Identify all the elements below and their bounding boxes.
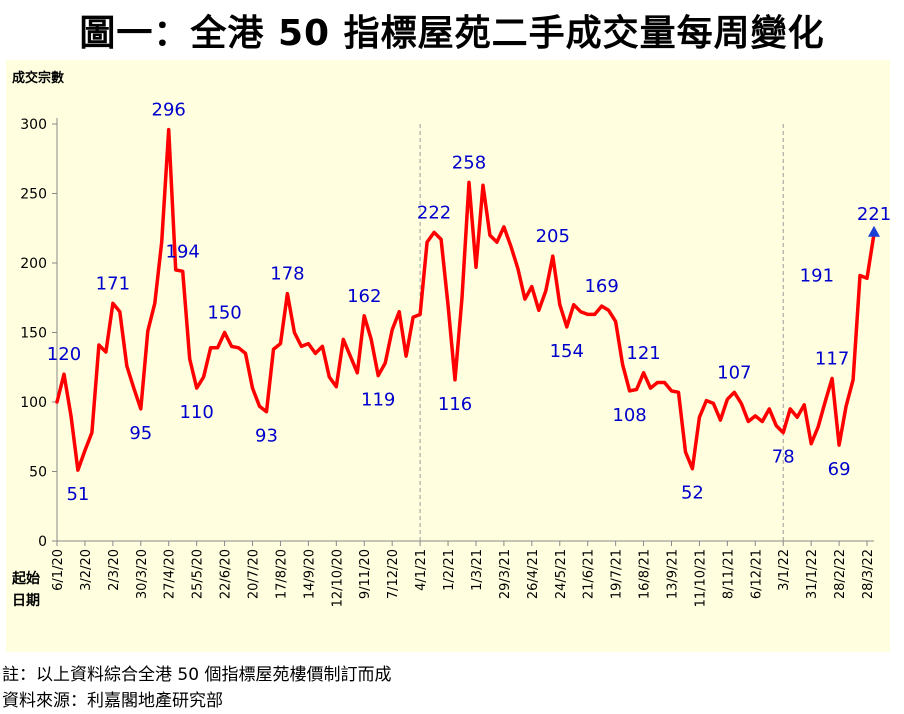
x-tick-label: 31/1/22 (805, 549, 820, 599)
y-tick-label: 300 (20, 117, 47, 133)
data-label: 205 (536, 226, 570, 247)
x-axis-title-line2: 日期 (12, 593, 40, 609)
x-tick-label: 29/3/21 (498, 549, 513, 599)
data-label: 116 (438, 394, 472, 415)
x-tick-label: 2/3/20 (107, 549, 122, 591)
x-tick-label: 30/3/20 (135, 549, 150, 599)
x-tick-label: 28/3/22 (861, 549, 876, 599)
y-tick-label: 200 (20, 256, 47, 272)
data-label: 78 (772, 447, 795, 468)
data-label: 120 (47, 344, 81, 365)
x-tick-label: 1/3/21 (470, 549, 485, 591)
x-tick-label: 24/5/21 (554, 549, 569, 599)
x-tick-label: 3/2/20 (79, 549, 94, 591)
x-tick-label: 14/9/20 (302, 549, 317, 599)
data-label: 154 (550, 341, 584, 362)
data-label: 108 (612, 405, 646, 426)
data-label: 194 (166, 241, 200, 262)
chart-panel: 成交宗數 0 50 100 150 200 250 300 6/1/20 3/2/20 2/3/20… (6, 60, 890, 652)
x-tick-label: 22/6/20 (219, 549, 234, 599)
x-tick-label: 26/4/21 (526, 549, 541, 599)
x-tick-label: 7/12/20 (386, 549, 401, 599)
x-axis-title-line1: 起始 (11, 570, 40, 587)
y-axis-title: 成交宗數 (12, 70, 64, 86)
data-label: 296 (152, 100, 186, 121)
x-tick-label: 11/10/21 (693, 549, 708, 607)
data-label: 52 (681, 483, 704, 504)
x-tick-label: 21/6/21 (582, 549, 597, 599)
y-tick-label: 0 (38, 534, 47, 550)
x-tick-label: 13/9/21 (665, 549, 680, 599)
data-label: 110 (179, 402, 213, 423)
data-label: 258 (452, 152, 486, 173)
data-label: 95 (129, 423, 152, 444)
x-tick-label: 16/8/21 (638, 549, 653, 599)
x-tick-label: 25/5/20 (191, 549, 206, 599)
y-tick-label: 100 (20, 395, 47, 411)
latest-point-marker (868, 225, 880, 237)
line-chart: 成交宗數 0 50 100 150 200 250 300 6/1/20 3/2/20 2/3/20… (11, 70, 890, 609)
x-tick-label: 27/4/20 (163, 549, 178, 599)
data-label: 178 (270, 264, 304, 285)
data-label: 150 (207, 303, 241, 324)
x-tick-label: 1/2/21 (442, 549, 457, 591)
x-tick-label: 3/1/22 (777, 549, 792, 591)
y-tick-label: 150 (20, 326, 47, 342)
footnote: 註：以上資料綜合全港 50 個指標屋苑樓價制訂而成 (2, 665, 392, 685)
data-label: 107 (717, 362, 751, 383)
x-tick-label: 6/1/20 (51, 549, 66, 591)
data-label: 169 (584, 276, 618, 297)
data-label: 117 (815, 348, 849, 369)
source-note: 資料來源：利嘉閣地產研究部 (2, 691, 223, 711)
chart-title: 圖一：全港 50 指標屋苑二手成交量每周變化 (79, 13, 825, 54)
data-label: 93 (255, 426, 278, 447)
y-tick-label: 50 (29, 465, 47, 481)
y-tick-label: 250 (20, 187, 47, 203)
data-label: 119 (361, 390, 395, 411)
series-line (55, 127, 876, 472)
x-tick-label: 12/10/20 (330, 549, 345, 607)
data-label: 222 (417, 202, 451, 223)
x-tick-label: 8/11/21 (721, 549, 736, 599)
x-tick-label: 9/11/20 (358, 549, 373, 599)
data-label: 171 (96, 273, 130, 294)
x-tick-label: 4/1/21 (414, 549, 429, 591)
data-label: 69 (828, 459, 851, 480)
x-tick-label: 28/2/22 (833, 549, 848, 599)
data-label: 191 (800, 266, 834, 287)
data-label: 51 (66, 484, 89, 505)
x-tick-label: 17/8/20 (274, 549, 289, 599)
x-tick-label: 6/12/21 (749, 549, 764, 599)
x-tick-label: 20/7/20 (247, 549, 262, 599)
data-label: 162 (347, 286, 381, 307)
x-tick-label: 19/7/21 (610, 549, 625, 599)
data-label: 121 (626, 343, 660, 364)
data-label: 221 (857, 204, 890, 225)
